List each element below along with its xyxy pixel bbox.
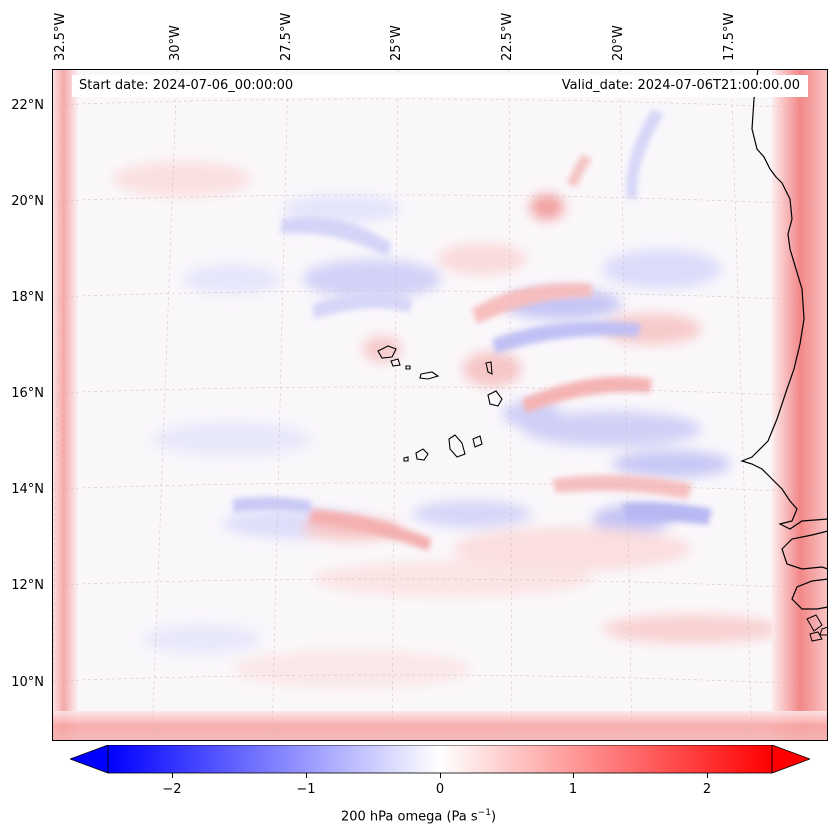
start-date-label: Start date: 2024-07-06_00:00:00 (79, 78, 294, 93)
map-panel[interactable] (52, 69, 828, 741)
colorbar-tick (707, 773, 708, 778)
lat-label-18N: 18°N (11, 290, 44, 305)
cape-verde-islands (377, 345, 503, 462)
colorbar-body (107, 745, 773, 774)
colorbar-extend-min (70, 745, 109, 774)
lat-label-12N: 12°N (11, 578, 44, 593)
lat-label-16N: 16°N (11, 386, 44, 401)
lat-label-20N: 20°N (11, 194, 44, 209)
colorbar-label-exponent: −1 (477, 808, 491, 818)
date-header-box (72, 75, 808, 97)
colorbar-tick (440, 773, 441, 778)
lon-label-17.5W: 17.5°W (722, 12, 737, 61)
boundary-bottom (52, 711, 828, 741)
valid-date-label: Valid_date: 2024-07-06T21:00:00.00 (561, 78, 800, 93)
omega-field-streaks (232, 109, 712, 551)
colorbar-extend-max (771, 745, 810, 774)
african-coastline (740, 69, 828, 610)
map-border (52, 69, 828, 741)
lat-label-22N: 22°N (11, 98, 44, 113)
colorbar (70, 745, 810, 774)
lon-label-27.5W: 27.5°W (279, 12, 294, 61)
lon-label-25W: 25°W (389, 25, 404, 61)
lon-label-22.5W: 22.5°W (500, 12, 515, 61)
lon-label-30W: 30°W (168, 25, 183, 61)
colorbar-tick-label: 0 (435, 782, 445, 797)
bijagos-islands (806, 614, 828, 642)
colorbar-tick (172, 773, 173, 778)
colorbar-tick-label: 2 (702, 782, 712, 797)
boundary-right (772, 69, 828, 741)
colorbar-tick-label: −2 (162, 782, 182, 797)
colorbar-tick-label: 1 (568, 782, 578, 797)
colorbar-tick (573, 773, 574, 778)
map-gridlines (52, 69, 828, 741)
colorbar-tick-label: −1 (296, 782, 316, 797)
lon-label-20W: 20°W (611, 25, 626, 61)
colorbar-tick (306, 773, 307, 778)
boundary-left (52, 69, 78, 741)
omega-field-patches (52, 69, 828, 741)
lat-label-10N: 10°N (11, 675, 44, 690)
colorbar-label-end: ) (490, 809, 497, 825)
colorbar-label-main: 200 hPa omega (Pa s (340, 809, 478, 825)
lat-label-14N: 14°N (11, 482, 44, 497)
colorbar-label: 200 hPa omega (Pa s−1) (0, 808, 837, 824)
lon-label-32.5W: 32.5°W (53, 12, 68, 61)
